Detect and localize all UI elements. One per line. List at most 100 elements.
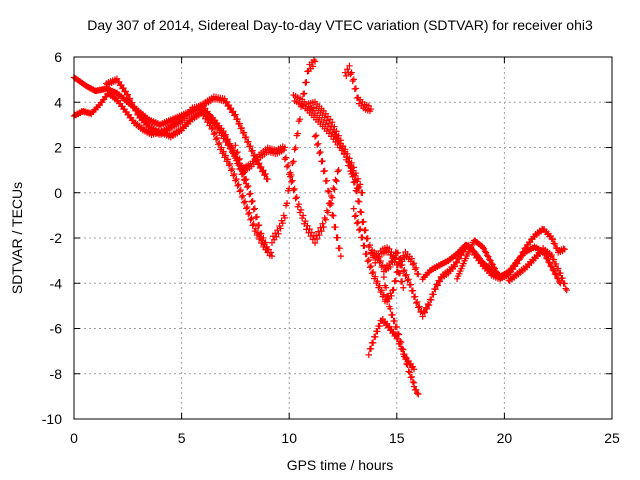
data-point xyxy=(210,130,218,138)
data-point xyxy=(348,69,355,76)
data-point xyxy=(336,244,343,252)
data-point xyxy=(561,246,568,253)
data-point xyxy=(318,227,325,235)
data-point xyxy=(232,111,239,118)
data-point xyxy=(549,236,557,243)
data-point xyxy=(460,260,467,267)
data-point xyxy=(408,373,416,381)
data-point xyxy=(249,147,256,154)
data-point xyxy=(414,390,421,397)
series-track-15 xyxy=(380,273,418,386)
data-point xyxy=(415,390,422,398)
data-point xyxy=(411,293,419,300)
data-point xyxy=(316,231,323,239)
data-point xyxy=(433,281,440,288)
data-point xyxy=(256,164,264,172)
data-point xyxy=(364,258,371,265)
series-track-6 xyxy=(268,56,319,246)
data-point xyxy=(311,239,319,247)
data-point xyxy=(203,113,210,121)
data-point xyxy=(290,186,297,194)
series-track-11 xyxy=(341,62,375,115)
data-point xyxy=(228,165,236,173)
data-point xyxy=(515,257,522,264)
data-point xyxy=(548,263,555,271)
data-point xyxy=(405,368,412,375)
data-point xyxy=(366,241,374,249)
data-point xyxy=(225,140,233,147)
data-point xyxy=(390,253,397,260)
data-point xyxy=(334,135,341,143)
data-point xyxy=(133,107,140,114)
data-point xyxy=(458,265,465,272)
data-point xyxy=(232,142,239,149)
data-point xyxy=(248,215,255,222)
data-point xyxy=(335,166,342,174)
data-point xyxy=(245,138,252,145)
data-point xyxy=(346,162,353,169)
data-point xyxy=(386,245,393,253)
data-point xyxy=(255,221,263,229)
data-point xyxy=(235,156,242,164)
data-point xyxy=(420,308,427,315)
data-point xyxy=(519,249,526,256)
data-point xyxy=(319,220,326,227)
data-point xyxy=(288,178,295,186)
data-point xyxy=(378,287,385,294)
data-point xyxy=(301,90,308,97)
data-point xyxy=(400,284,407,291)
y-tick-label: 6 xyxy=(54,49,62,65)
data-point xyxy=(409,287,417,294)
data-point xyxy=(258,230,265,237)
data-point xyxy=(488,260,495,267)
data-point xyxy=(239,192,247,199)
data-point xyxy=(248,148,255,155)
data-point xyxy=(409,261,417,268)
data-point xyxy=(336,140,343,147)
data-point xyxy=(236,155,243,163)
data-point xyxy=(330,126,337,134)
series-track-3 xyxy=(103,75,289,175)
data-point xyxy=(428,296,435,304)
data-point xyxy=(255,159,263,167)
data-point xyxy=(362,226,369,234)
data-point xyxy=(324,209,332,216)
data-point xyxy=(246,209,253,216)
data-point xyxy=(456,270,463,277)
data-point xyxy=(330,184,337,192)
data-point xyxy=(372,273,379,280)
data-point xyxy=(387,305,394,313)
series-track-17 xyxy=(410,383,422,398)
data-point xyxy=(262,170,269,178)
data-point xyxy=(350,205,357,212)
data-point xyxy=(351,178,359,185)
data-point xyxy=(367,105,375,113)
data-point xyxy=(293,194,300,201)
data-point xyxy=(380,291,388,298)
data-point xyxy=(216,139,223,147)
data-point xyxy=(221,133,228,140)
data-point xyxy=(491,265,498,272)
data-point xyxy=(240,199,248,206)
data-point xyxy=(259,168,266,175)
data-point xyxy=(556,278,563,286)
data-point xyxy=(393,323,400,331)
data-point xyxy=(351,213,359,220)
data-point xyxy=(238,162,246,169)
data-point xyxy=(225,162,233,169)
axis-ticks: 0 5 10 15 20 25 -10 -8 -6 -4 -2 0 2 4 6 xyxy=(42,49,620,446)
data-point xyxy=(236,188,243,195)
data-point xyxy=(557,269,564,277)
data-point xyxy=(344,154,351,161)
data-point xyxy=(312,132,320,139)
y-tick-label: 4 xyxy=(54,94,62,110)
data-point xyxy=(283,200,291,207)
data-point xyxy=(268,252,276,260)
data-point xyxy=(237,186,244,194)
data-point xyxy=(404,277,411,284)
data-point xyxy=(303,79,310,86)
data-point xyxy=(212,136,220,143)
series-track-5 xyxy=(232,142,271,253)
data-point xyxy=(249,197,256,205)
y-tick-label: -6 xyxy=(50,321,63,337)
